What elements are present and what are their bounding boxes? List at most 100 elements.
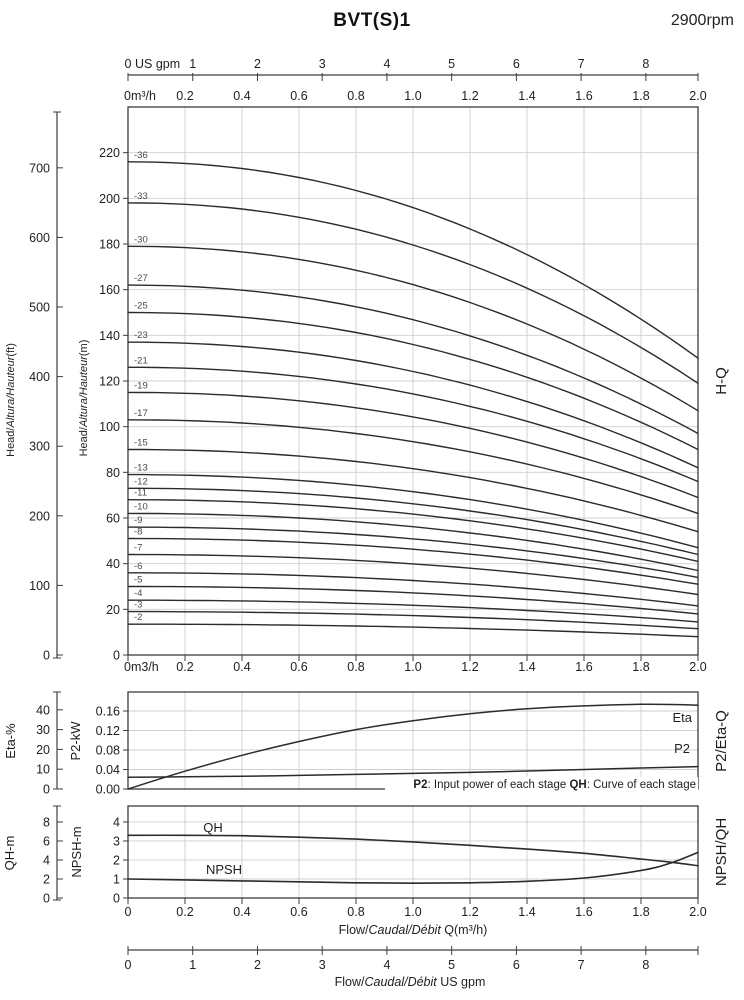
svg-text:20: 20 (106, 603, 120, 617)
svg-text:-6: -6 (134, 561, 142, 572)
svg-text:-25: -25 (134, 301, 148, 312)
svg-text:1.0: 1.0 (404, 89, 421, 103)
svg-text:P2/Eta-Q: P2/Eta-Q (713, 710, 730, 772)
hq-grid (128, 107, 698, 655)
svg-text:5: 5 (448, 958, 455, 972)
svg-text:80: 80 (106, 466, 120, 480)
svg-text:1.4: 1.4 (518, 660, 535, 674)
svg-text:0: 0 (113, 892, 120, 906)
svg-text:1.2: 1.2 (461, 89, 478, 103)
svg-text:-7: -7 (134, 543, 142, 554)
svg-text:6: 6 (513, 57, 520, 71)
svg-text:8: 8 (642, 958, 649, 972)
svg-text:1.4: 1.4 (518, 89, 535, 103)
svg-text:0.08: 0.08 (96, 744, 120, 758)
svg-text:0.6: 0.6 (290, 660, 307, 674)
hq-right-label: H-Q (713, 367, 730, 395)
svg-text:-9: -9 (134, 515, 142, 526)
svg-text:3: 3 (113, 834, 120, 848)
npshqh-grid (128, 806, 698, 898)
rpm-label: 2900rpm (670, 12, 734, 29)
svg-text:-10: -10 (134, 501, 148, 512)
svg-text:-4: -4 (134, 588, 142, 599)
svg-text:US gpm: US gpm (135, 57, 180, 71)
svg-text:0.2: 0.2 (176, 660, 193, 674)
svg-text:160: 160 (99, 283, 120, 297)
hq-axis-titles: Head/Altura/Hauteur(ft) Head/Altura/Haute… (5, 340, 90, 457)
svg-text:1.8: 1.8 (632, 89, 649, 103)
svg-text:0.2: 0.2 (176, 905, 193, 919)
svg-text:0m3/h: 0m3/h (124, 660, 159, 674)
svg-text:NPSH: NPSH (206, 862, 242, 877)
svg-text:-2: -2 (134, 612, 142, 623)
hq-m-axis: 0 20 40 60 80 100 120 140 160 180 200 220 (99, 146, 128, 663)
svg-text:1.0: 1.0 (404, 905, 421, 919)
svg-text:-27: -27 (134, 273, 148, 284)
qh-axis: 0 2 4 6 8 (43, 805, 63, 906)
svg-text:1: 1 (113, 872, 120, 886)
svg-text:1.2: 1.2 (461, 905, 478, 919)
svg-text:0: 0 (113, 649, 120, 663)
svg-text:0.16: 0.16 (96, 705, 120, 719)
svg-text:0.6: 0.6 (290, 905, 307, 919)
svg-text:0.8: 0.8 (347, 89, 364, 103)
npsh-axis: 0 1 2 3 4 (113, 815, 128, 906)
svg-text:1: 1 (189, 958, 196, 972)
svg-text:700: 700 (29, 161, 50, 175)
svg-text:0.04: 0.04 (96, 763, 120, 777)
svg-text:7: 7 (578, 958, 585, 972)
svg-text:10: 10 (36, 763, 50, 777)
svg-text:2: 2 (43, 872, 50, 886)
svg-text:-33: -33 (134, 191, 148, 202)
top-m3h-axis: 0m³/h 0.2 0.4 0.6 0.8 1.0 1.2 1.4 1.6 1.8 2.0 (124, 89, 707, 103)
npshqh-right-label: NPSH/QH (713, 818, 730, 886)
svg-text:Flow/Caudal/Débit Q(m³/h): Flow/Caudal/Débit Q(m³/h) (339, 923, 488, 937)
svg-text:-17: -17 (134, 408, 148, 419)
flow-gpm-axis: 0 1 2 3 4 5 6 7 8 Flow/Caudal/Débit US gpm (125, 946, 699, 989)
svg-text:0.6: 0.6 (290, 89, 307, 103)
svg-text:0.4: 0.4 (233, 905, 250, 919)
svg-text:1.0: 1.0 (404, 660, 421, 674)
svg-text:QH: QH (203, 820, 223, 835)
p2-axis: 0.00 0.04 0.08 0.12 0.16 (96, 705, 128, 797)
svg-text:2: 2 (254, 57, 261, 71)
svg-text:-12: -12 (134, 476, 148, 487)
svg-text:P2-kW: P2-kW (68, 721, 83, 761)
svg-text:P2: P2 (674, 741, 690, 756)
svg-text:2.0: 2.0 (689, 89, 706, 103)
svg-text:500: 500 (29, 301, 50, 315)
hq-stage-labels: -36 -33 -30 -27 -25 -23 -21 -19 -17 -15 -13 -12-11 -… (134, 150, 148, 623)
eta-axis: 0 10 20 30 40 (36, 691, 63, 797)
svg-text:1.8: 1.8 (632, 660, 649, 674)
p2eta-grid (128, 692, 698, 789)
svg-text:200: 200 (99, 192, 120, 206)
svg-text:2: 2 (254, 958, 261, 972)
svg-text:1.6: 1.6 (575, 89, 592, 103)
svg-text:-21: -21 (134, 355, 148, 366)
svg-text:0.2: 0.2 (176, 89, 193, 103)
svg-text:100: 100 (29, 579, 50, 593)
svg-text:60: 60 (106, 512, 120, 526)
hq-x-axis: 0.2 0.4 0.6 0.8 1.0 1.2 1.4 1.6 1.8 2.0 0m3/h (124, 655, 707, 674)
svg-text:400: 400 (29, 370, 50, 384)
stage-annotation: P2: Input power of each stage QH: Curve … (385, 777, 698, 791)
svg-text:-3: -3 (134, 600, 142, 611)
svg-text:-36: -36 (134, 150, 148, 161)
svg-text:4: 4 (383, 57, 390, 71)
svg-text:6: 6 (513, 958, 520, 972)
svg-text:-23: -23 (134, 330, 148, 341)
svg-text:-19: -19 (134, 380, 148, 391)
npshqh-axis-titles: QH-m NPSH-m (2, 826, 84, 877)
svg-text:6: 6 (43, 834, 50, 848)
svg-text:7: 7 (578, 57, 585, 71)
svg-text:100: 100 (99, 420, 120, 434)
svg-text:Eta-%: Eta-% (3, 723, 18, 759)
p2eta-axis-titles: Eta-% P2-kW (3, 721, 83, 761)
svg-text:2.0: 2.0 (689, 660, 706, 674)
top-gpm-axis: 0 US gpm 1 2 3 4 5 6 7 8 (125, 57, 699, 81)
svg-text:NPSH/QH: NPSH/QH (713, 818, 730, 886)
svg-text:2.0: 2.0 (689, 905, 706, 919)
svg-text:Flow/Caudal/Débit US gpm: Flow/Caudal/Débit US gpm (335, 975, 486, 989)
svg-text:0.4: 0.4 (233, 660, 250, 674)
